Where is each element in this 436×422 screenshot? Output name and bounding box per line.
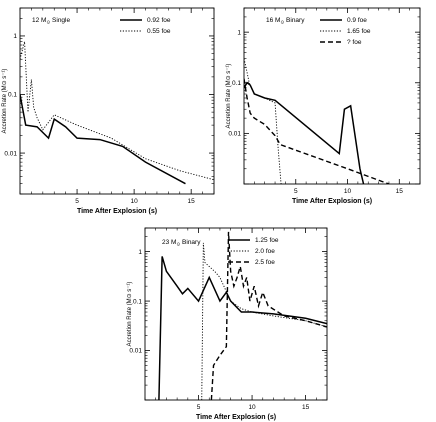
- y-tick-label: 1: [138, 249, 142, 256]
- x-tick-label: 10: [344, 188, 352, 195]
- y-tick-label: 0.1: [232, 80, 241, 87]
- series-line-2: [20, 41, 214, 181]
- legend-label-1: 0.92 foe: [147, 17, 171, 24]
- series-group: [20, 41, 214, 185]
- y-tick-label: 0.01: [129, 348, 142, 355]
- x-axis-label: Time After Explosion (s): [77, 208, 157, 215]
- legend-label-3: 2.5 foe: [255, 259, 275, 266]
- y-axis-label: Accretion Rate (M⊙ s⁻¹): [226, 64, 232, 129]
- x-tick-label: 15: [302, 404, 310, 411]
- y-tick-label: 0.1: [133, 298, 142, 305]
- y-axis-label: Accretion Rate (M⊙ s⁻¹): [127, 282, 133, 347]
- y-tick-label: 1: [13, 33, 17, 40]
- series-line-2: [244, 58, 282, 184]
- series-group: [158, 231, 327, 400]
- panel-label: 16 M⊙ Binary: [266, 17, 305, 25]
- series-line-1: [20, 94, 186, 185]
- legend-label-1: 1.25 foe: [255, 237, 279, 244]
- chart-panel-3: 5 10 15 0.01 0.1 1 Time After Explosion (s) Acc…: [127, 227, 328, 421]
- panel-label: 23 M⊙ Binary: [162, 239, 201, 247]
- y-tick-label: 0.1: [8, 92, 17, 99]
- series-group: [244, 58, 390, 184]
- y-tick-label: 0.01: [228, 131, 241, 138]
- x-tick-label: 10: [131, 198, 139, 205]
- x-tick-label: 5: [75, 198, 79, 205]
- legend-label-2: 0.55 foe: [147, 28, 171, 35]
- series-line-2: [201, 242, 327, 400]
- chart-panel-2: 5 10 15 0.01 0.1 1 Time After Explosion (s) Acc…: [226, 7, 421, 205]
- series-line-1: [244, 81, 365, 184]
- series-line-3: [244, 78, 390, 184]
- legend-label-2: 1.65 foe: [347, 28, 371, 35]
- x-axis-label: Time After Explosion (s): [196, 414, 276, 421]
- x-axis-label: Time After Explosion (s): [292, 198, 372, 205]
- y-axis-label: Accretion Rate (M⊙ s⁻¹): [2, 69, 8, 134]
- plot-frame: [144, 227, 328, 401]
- x-tick-label: 15: [188, 198, 196, 205]
- x-tick-label: 5: [197, 404, 201, 411]
- x-tick-label: 15: [396, 188, 404, 195]
- series-line-3: [210, 231, 327, 400]
- y-tick-label: 0.01: [4, 150, 17, 157]
- plot-frame: [19, 7, 215, 195]
- series-line-1: [158, 256, 327, 400]
- x-tick-label: 5: [294, 188, 298, 195]
- chart-panel-1: 5 10 15 0.01 0.1 1 Time After Explosion (s) Acc…: [2, 7, 215, 215]
- legend-label-3: ? foe: [347, 39, 362, 46]
- x-tick-label: 10: [248, 404, 256, 411]
- plot-frame: [243, 7, 421, 185]
- legend-label-2: 2.0 foe: [255, 248, 275, 255]
- y-tick-label: 1: [237, 29, 241, 36]
- legend-label-1: 0.9 foe: [347, 17, 367, 24]
- panel-label: 12 M⊙ Single: [32, 17, 70, 25]
